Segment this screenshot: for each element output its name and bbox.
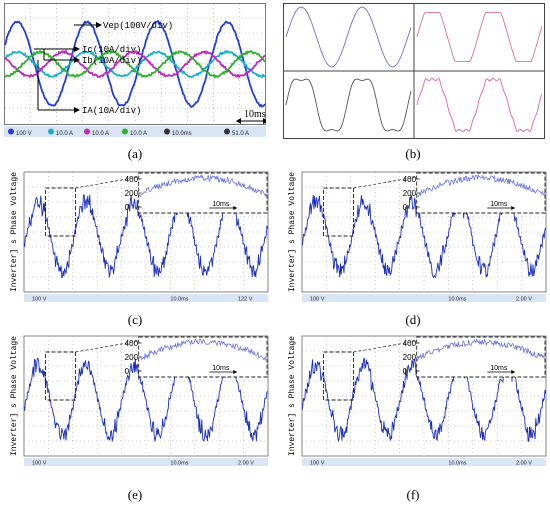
status-item: 122 V <box>238 297 253 303</box>
caption-a: (a) <box>115 146 155 162</box>
status-item: 10.0 A <box>56 131 73 137</box>
status-item: 2.00 V <box>516 461 532 467</box>
ic-label: Ic(10A/div) <box>82 45 141 55</box>
status-item: 2.00 V <box>516 297 532 303</box>
panel-f: Inverter] s Phase Voltage [V] 400 200 0 10ms… <box>282 334 548 468</box>
status-item: 2.00 V <box>238 461 254 467</box>
inset-tick-label: 400 <box>125 175 139 184</box>
panel-e: Inverter] s Phase Voltage [V] 400 200 0 10ms… <box>4 334 270 468</box>
status-item: 100 V <box>16 131 32 137</box>
inset-box <box>417 173 545 213</box>
status-bar <box>24 458 268 466</box>
inset-box <box>139 337 267 377</box>
inset-tick-label: 200 <box>403 353 417 362</box>
status-item: 10.0 A <box>92 131 109 137</box>
y-axis-label: Inverter] s Phase Voltage [V] <box>10 170 19 292</box>
ib-label: Ib(10A/div) <box>82 56 141 66</box>
status-bar <box>24 294 268 302</box>
status-item: 10.0 A <box>130 131 147 137</box>
inset-tick-label: 200 <box>125 353 139 362</box>
panel-b-scope <box>283 3 545 139</box>
y-axis-label: Inverter] s Phase Voltage [V] <box>10 334 19 456</box>
status-item: 10.0ms <box>172 131 192 137</box>
caption-f: (f) <box>393 487 433 503</box>
panel-f-scope: Inverter] s Phase Voltage [V] 400 200 0 10ms… <box>282 334 548 468</box>
inset-tick-label: 0 <box>125 203 130 212</box>
status-item: 51.0 A <box>232 131 249 137</box>
inset-tick-label: 400 <box>403 175 417 184</box>
inset-time-label: 10ms <box>490 365 508 372</box>
caption-e: (e) <box>115 487 155 503</box>
inset-tick-label: 400 <box>125 339 139 348</box>
status-bar <box>302 294 546 302</box>
status-bar <box>302 458 546 466</box>
panel-c-scope: Inverter] s Phase Voltage [V] 400 200 0 10ms… <box>4 170 270 304</box>
inset-time-label: 10ms <box>212 365 230 372</box>
status-item: 10.0ms <box>448 297 466 303</box>
y-axis-label: Inverter] s Phase Voltage [V] <box>288 334 297 456</box>
inset-tick-label: 0 <box>125 367 130 376</box>
status-item: 100 V <box>32 461 47 467</box>
y-axis-label: Inverter] s Phase Voltage [V] <box>288 170 297 292</box>
status-item: 100 V <box>310 461 325 467</box>
status-item: 10.0ms <box>170 297 188 303</box>
panel-d: Inverter] s Phase Voltage [V] 400 200 0 10ms… <box>282 170 548 304</box>
vep-label: Vep(100V/div) <box>103 21 173 31</box>
inset-tick-label: 400 <box>403 339 417 348</box>
inset-tick-label: 0 <box>403 203 408 212</box>
panel-e-scope: Inverter] s Phase Voltage [V] 400 200 0 10ms… <box>4 334 270 468</box>
panel-a-scope: Vep(100V/div) Ic(10A/div) Ib(10A/div) IA… <box>4 3 266 139</box>
status-item: 100 V <box>32 297 47 303</box>
caption-c: (c) <box>115 312 155 328</box>
panel-b <box>283 3 545 139</box>
inset-tick-label: 0 <box>403 367 408 376</box>
status-item: 100 V <box>310 297 325 303</box>
inset-tick-label: 200 <box>125 189 139 198</box>
caption-d: (d) <box>393 312 433 328</box>
caption-b: (b) <box>393 146 433 162</box>
panel-a: Vep(100V/div) Ic(10A/div) Ib(10A/div) IA… <box>4 3 266 139</box>
status-item: 10.0ms <box>170 461 188 467</box>
status-item: 10.0ms <box>448 461 466 467</box>
ia-label: IA(10A/div) <box>82 106 141 116</box>
panel-c: Inverter] s Phase Voltage [V] 400 200 0 10ms… <box>4 170 270 304</box>
time-scale-label: 10ms <box>244 109 266 120</box>
inset-time-label: 10ms <box>490 201 508 208</box>
inset-tick-label: 200 <box>403 189 417 198</box>
inset-time-label: 10ms <box>212 201 230 208</box>
inset-box <box>139 173 267 213</box>
panel-d-scope: Inverter] s Phase Voltage [V] 400 200 0 10ms… <box>282 170 548 304</box>
